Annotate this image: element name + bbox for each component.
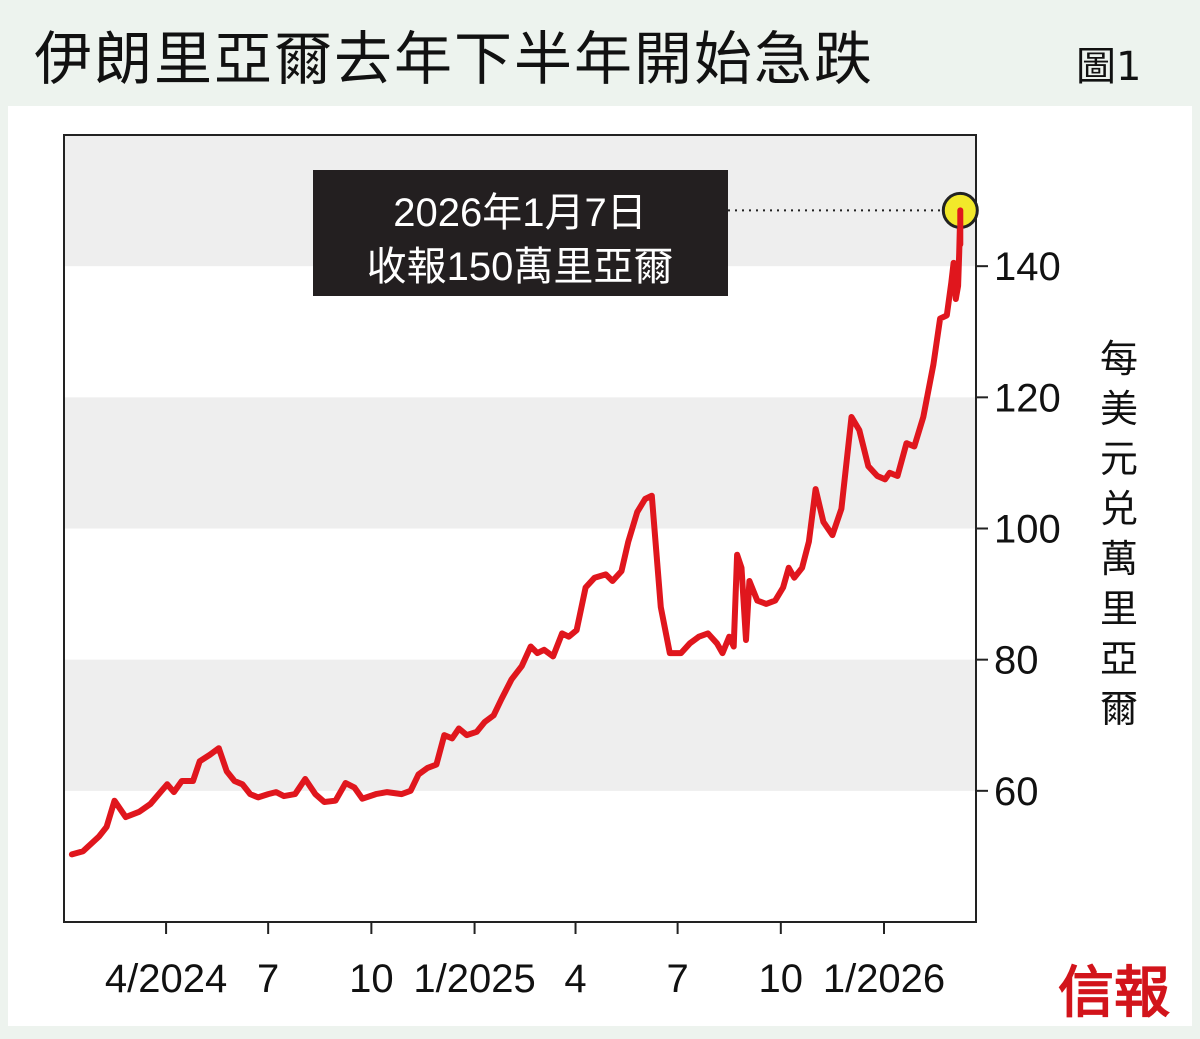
y-axis-label-char: 里 [1099,587,1138,631]
x-tick-label: 4 [564,957,586,1001]
annotation-line1: 2026年1月7日 [393,191,646,235]
y-axis-label-char: 每 [1099,337,1138,381]
x-axis: 4/2024 7 10 1/2025 4 7 10 1/2026 [105,922,945,1001]
series-line-rial [68,207,964,858]
y-axis-label-char: 兑 [1099,487,1138,531]
y-axis-label-char: 亞 [1099,637,1138,681]
y-axis-label: 每美元兑萬里亞爾 [1096,334,1142,734]
chart-title: 伊朗里亞爾去年下半年開始急跌 [34,25,875,93]
y-axis-label-char: 美 [1099,387,1138,431]
y-axis-label-char: 爾 [1099,687,1138,731]
x-tick-label: 7 [666,957,688,1001]
x-tick-label: 7 [257,957,279,1001]
grid-bands [64,135,976,791]
y-tick-label: 140 [994,245,1061,289]
y-tick-label: 120 [994,376,1061,420]
x-tick-label: 10 [349,957,394,1001]
grid-band [64,659,976,791]
source-logo: 信報 [1058,960,1170,1026]
x-tick-label: 10 [759,957,804,1001]
y-axis: 60 80 100 120 140 [976,245,1061,814]
y-tick-label: 80 [994,639,1039,683]
x-tick-label: 1/2026 [823,957,945,1001]
y-tick-label: 60 [994,770,1039,814]
y-axis-label-char: 元 [1099,437,1138,481]
x-tick-label: 4/2024 [105,957,227,1001]
annotation-box [313,170,728,296]
x-tick-label: 1/2025 [413,957,535,1001]
figure-label: 圖1 [1076,44,1142,90]
y-tick-label: 100 [994,508,1061,552]
y-axis-label-char: 萬 [1099,537,1138,581]
grid-band [64,397,976,529]
annotation-line2: 收報150萬里亞爾 [367,245,674,289]
